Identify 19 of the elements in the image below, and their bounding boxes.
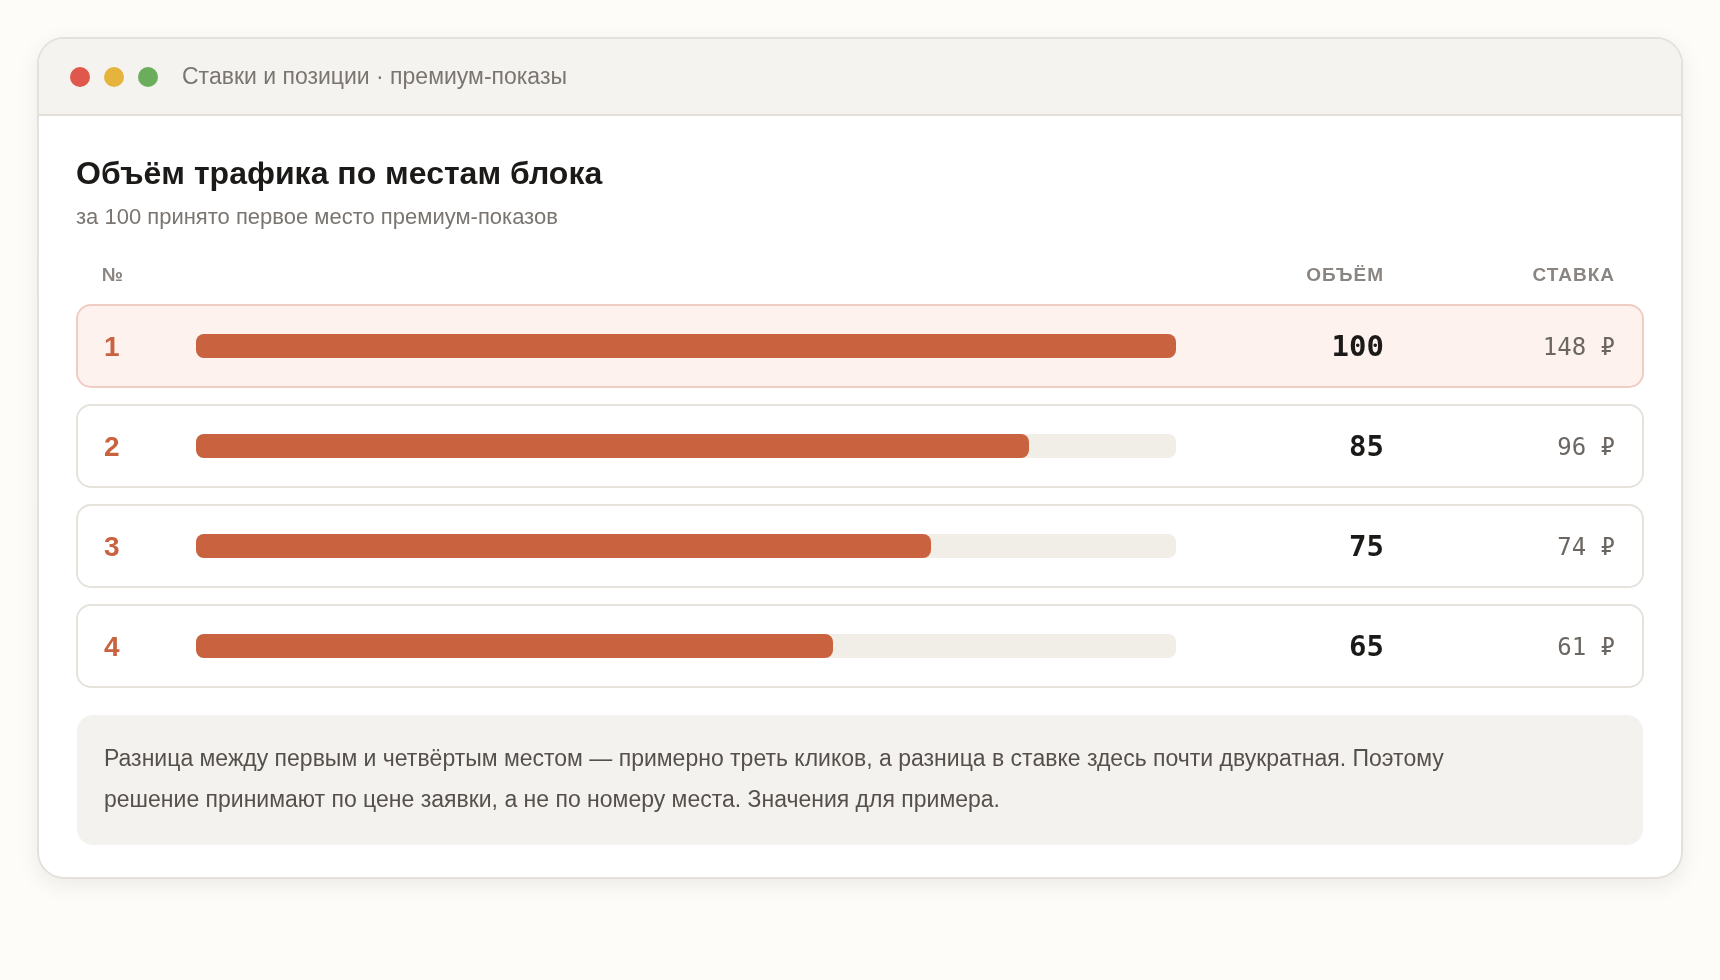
- text: 148 ₽: [1542, 333, 1615, 361]
- y-tick-label: 1: [104, 331, 120, 362]
- y-tick-label: 4: [104, 631, 120, 662]
- y-tick-label: 2: [104, 431, 120, 462]
- data-label: 75: [1349, 529, 1384, 563]
- data-label: 100: [1331, 329, 1384, 363]
- data-label: 85: [1349, 429, 1384, 463]
- text: СТАВКА: [1532, 264, 1615, 285]
- text: 61 ₽: [1557, 633, 1615, 661]
- text: 74 ₽: [1557, 533, 1615, 561]
- data-label: 65: [1349, 629, 1384, 663]
- text: Ставки и позиции · премиум-показы: [182, 63, 567, 89]
- chart-title: Объём трафика по местам блока: [76, 155, 603, 191]
- text: ОБЪЁМ: [1306, 264, 1384, 285]
- chart-subtitle: за 100 принято первое место премиум-показов: [76, 204, 558, 229]
- y-tick-label: 3: [104, 531, 120, 562]
- text: 96 ₽: [1557, 433, 1615, 461]
- y-axis-title: №: [102, 264, 124, 285]
- text: Разница между первым и четвёртым местом — примерно треть кликов, а разница в ставке здесь почти двукратная. Поэтому решение принимают по цене заявки, а не по номеру места. Значения для примера.: [104, 745, 1445, 812]
